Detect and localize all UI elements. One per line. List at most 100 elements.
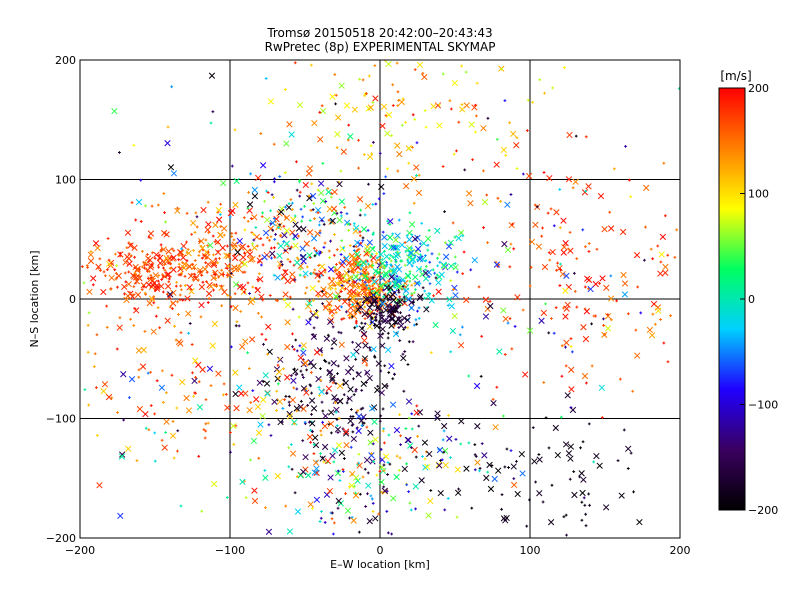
data-point-plus-marker [155, 379, 159, 383]
data-point-plus-marker [559, 268, 562, 272]
data-point-plus-marker [371, 263, 375, 267]
data-point-plus-marker [234, 231, 238, 235]
data-point-plus-marker [413, 118, 417, 121]
data-point-plus-marker [220, 268, 224, 272]
data-point-plus-marker [206, 244, 210, 247]
data-point-x-marker [372, 95, 379, 102]
data-point-plus-marker [320, 219, 324, 223]
data-point-plus-marker [329, 287, 332, 291]
data-point-plus-marker [149, 236, 153, 240]
data-point-x-marker [196, 404, 204, 411]
data-point-x-marker [381, 487, 388, 494]
data-point-x-marker [265, 528, 273, 535]
colorbar-tick-label: −100 [748, 399, 778, 412]
data-point-plus-marker [423, 109, 427, 113]
data-point-plus-marker [651, 312, 655, 316]
data-point-x-marker [406, 236, 413, 243]
data-point-plus-marker [201, 280, 205, 284]
data-point-plus-marker [486, 116, 490, 120]
data-point-plus-marker [199, 244, 203, 248]
data-point-plus-marker [298, 179, 302, 182]
chart-subtitle: RwPretec (8p) EXPERIMENTAL SKYMAP [265, 40, 496, 54]
data-point-plus-marker [402, 295, 406, 299]
data-point-plus-marker [334, 311, 338, 314]
data-point-plus-marker [529, 265, 533, 269]
data-point-plus-marker [502, 414, 505, 418]
data-point-plus-marker [455, 270, 459, 274]
data-point-x-marker [360, 226, 368, 233]
data-point-x-marker [502, 315, 509, 323]
data-point-plus-marker [247, 367, 251, 370]
data-point-plus-marker [156, 279, 160, 283]
colorbar-tick-label: 0 [748, 293, 755, 306]
data-point-plus-marker [196, 278, 200, 282]
data-point-x-marker [230, 422, 237, 430]
data-point-plus-marker [583, 503, 587, 507]
data-point-plus-marker [127, 270, 131, 274]
colorbar-unit-label: [m/s] [720, 69, 751, 83]
data-point-plus-marker [399, 443, 402, 447]
data-point-plus-marker [172, 456, 176, 460]
y-tick-label: −100 [46, 413, 76, 426]
data-point-plus-marker [211, 110, 215, 114]
data-point-plus-marker [491, 398, 495, 401]
data-point-plus-marker [225, 496, 229, 499]
data-point-plus-marker [368, 348, 372, 352]
data-point-x-marker [366, 304, 373, 311]
data-point-plus-marker [309, 272, 313, 276]
data-point-x-marker [342, 430, 350, 437]
data-point-plus-marker [161, 400, 165, 404]
data-point-x-marker [320, 107, 327, 115]
data-point-plus-marker [193, 230, 197, 234]
data-point-plus-marker [370, 152, 373, 156]
data-point-x-marker [128, 376, 136, 383]
data-point-plus-marker [428, 282, 432, 286]
data-point-x-marker [170, 170, 178, 177]
data-point-x-marker [565, 450, 573, 457]
data-point-plus-marker [339, 214, 343, 218]
data-point-x-marker [125, 445, 132, 452]
data-point-x-marker [346, 395, 353, 402]
data-point-plus-marker [368, 292, 372, 296]
data-point-plus-marker [370, 497, 374, 501]
data-point-x-marker [297, 354, 304, 361]
data-point-plus-marker [264, 506, 267, 510]
data-point-x-marker [334, 470, 342, 477]
data-point-plus-marker [323, 521, 327, 524]
data-point-plus-marker [449, 350, 453, 354]
data-point-plus-marker [571, 186, 575, 190]
data-point-x-marker [372, 436, 379, 443]
data-point-plus-marker [276, 299, 279, 303]
data-point-plus-marker [366, 229, 370, 232]
data-point-plus-marker [417, 173, 421, 177]
data-point-plus-marker [199, 315, 203, 319]
data-point-plus-marker [320, 400, 324, 404]
data-point-plus-marker [397, 218, 401, 222]
data-point-x-marker [238, 244, 245, 251]
data-point-x-marker [329, 217, 336, 225]
data-point-plus-marker [202, 428, 206, 431]
data-point-plus-marker [206, 250, 210, 254]
data-point-plus-marker [507, 466, 510, 469]
data-point-plus-marker [243, 228, 247, 232]
data-point-x-marker [366, 518, 373, 525]
data-point-x-marker [389, 304, 396, 311]
data-point-plus-marker [336, 372, 339, 376]
y-tick-label: 200 [55, 54, 76, 67]
data-point-plus-marker [499, 199, 502, 203]
data-point-plus-marker [616, 459, 620, 463]
data-point-plus-marker [409, 446, 413, 450]
data-point-plus-marker [309, 440, 313, 444]
data-point-plus-marker [149, 276, 153, 279]
data-point-plus-marker [402, 389, 406, 393]
data-point-plus-marker [399, 434, 402, 438]
data-point-plus-marker [442, 450, 446, 454]
data-point-plus-marker [263, 199, 266, 203]
data-point-plus-marker [363, 94, 367, 98]
data-point-plus-marker [294, 373, 298, 377]
data-point-plus-marker [204, 422, 208, 426]
data-point-x-marker [232, 390, 239, 398]
data-point-x-marker [164, 317, 171, 324]
data-point-plus-marker [424, 265, 428, 268]
data-point-plus-marker [413, 281, 417, 285]
